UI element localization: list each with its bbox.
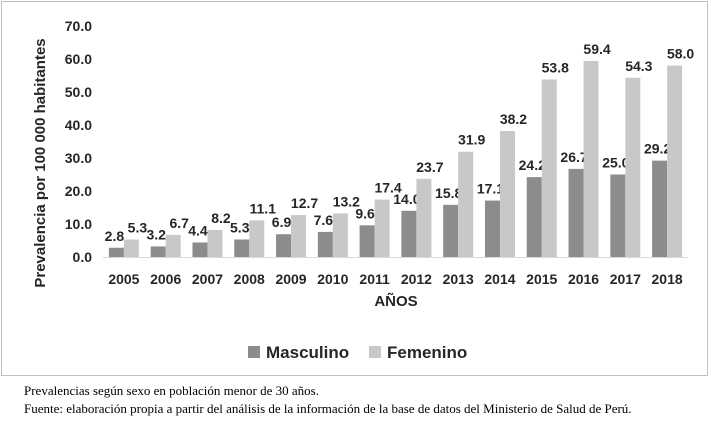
y-tick-label: 20.0 (65, 183, 92, 199)
data-label-femenino-2013: 31.9 (458, 132, 485, 148)
bar-masculino-2012 (401, 210, 417, 257)
y-tick-label: 0.0 (73, 249, 93, 265)
bar-masculino-2005 (108, 247, 124, 257)
x-axis-ticks: 2005 2006 2007 2008 2009 2010 2011 2012 2013 2014… (108, 271, 683, 287)
y-tick-label: 10.0 (65, 216, 92, 232)
data-label-masculino-2011: 9.6 (355, 205, 375, 221)
x-tick-label: 2016 (568, 271, 599, 287)
chart-notes: Prevalencias según sexo en población men… (24, 382, 704, 418)
data-label-masculino-2008: 5.3 (230, 220, 250, 236)
x-tick-label: 2006 (150, 271, 181, 287)
bar-femenino-2016 (583, 60, 599, 258)
x-tick-label: 2017 (610, 271, 641, 287)
x-tick-label: 2007 (192, 271, 223, 287)
bar-femenino-2006 (165, 234, 181, 257)
bar-femenino-2015 (541, 79, 557, 258)
data-label-masculino-2014: 17.1 (477, 181, 504, 197)
x-tick-label: 2015 (526, 271, 557, 287)
data-label-femenino-2009: 12.7 (291, 195, 318, 211)
bar-femenino-2009 (291, 215, 307, 257)
y-tick-label: 40.0 (65, 117, 92, 133)
data-label-masculino-2006: 3.2 (146, 226, 166, 242)
legend-label-masculino: Masculino (266, 343, 349, 362)
bar-femenino-2007 (207, 229, 223, 257)
bar-masculino-2006 (150, 246, 166, 257)
bar-masculino-2016 (568, 168, 584, 257)
data-label-masculino-2013: 15.8 (435, 185, 462, 201)
legend-swatch-masculino (248, 346, 260, 358)
bar-femenino-2018 (667, 65, 683, 257)
data-label-femenino-2010: 13.2 (333, 193, 360, 209)
legend: Masculino Femenino (248, 343, 467, 362)
data-label-masculino-2016: 26.7 (560, 149, 587, 165)
data-label-femenino-2014: 38.2 (500, 111, 527, 127)
y-tick-label: 70.0 (65, 18, 92, 34)
x-tick-label: 2011 (359, 271, 390, 287)
data-label-femenino-2005: 5.3 (128, 220, 148, 236)
y-axis-title: Prevalencia por 100 000 habitantes (32, 38, 49, 287)
legend-swatch-femenino (369, 346, 381, 358)
data-label-femenino-2012: 23.7 (416, 159, 443, 175)
x-tick-label: 2012 (401, 271, 432, 287)
x-tick-label: 2009 (275, 271, 306, 287)
note-source: Fuente: elaboración propia a partir del … (24, 401, 632, 416)
bar-femenino-2014 (499, 130, 515, 257)
bar-masculino-2015 (526, 177, 542, 257)
bar-masculino-2007 (192, 242, 208, 257)
data-label-masculino-2017: 25.0 (602, 155, 629, 171)
bars: 2.85.3 3.26.7 4.48.25.311.16.912.77.613.29… (103, 41, 694, 258)
bar-femenino-2005 (123, 239, 139, 257)
y-axis-ticks: 0.0 10.0 20.0 30.0 40.0 50.0 60.0 70.0 (65, 18, 92, 265)
bar-femenino-2013 (458, 151, 474, 257)
x-tick-label: 2005 (108, 271, 139, 287)
bar-chart: Prevalencia por 100 000 habitantes AÑOS … (32, 18, 694, 362)
data-label-femenino-2008: 11.1 (250, 200, 277, 216)
bar-femenino-2017 (625, 77, 641, 257)
data-label-femenino-2007: 8.2 (211, 210, 231, 226)
bar-femenino-2008 (249, 220, 265, 257)
data-label-femenino-2017: 54.3 (625, 58, 652, 74)
data-label-masculino-2009: 6.9 (272, 214, 292, 230)
bar-masculino-2011 (359, 225, 375, 257)
x-tick-label: 2014 (484, 271, 515, 287)
y-tick-label: 60.0 (65, 51, 92, 67)
legend-label-femenino: Femenino (387, 343, 467, 362)
x-tick-label: 2018 (652, 271, 683, 287)
data-label-femenino-2015: 53.8 (542, 59, 569, 75)
data-label-masculino-2015: 24.2 (519, 157, 546, 173)
bar-masculino-2013 (443, 204, 459, 257)
x-tick-label: 2013 (443, 271, 474, 287)
data-label-femenino-2006: 6.7 (169, 215, 189, 231)
x-tick-label: 2008 (234, 271, 265, 287)
bar-femenino-2010 (332, 213, 348, 257)
data-label-femenino-2016: 59.4 (583, 41, 610, 57)
bar-masculino-2009 (276, 234, 292, 257)
x-axis-title: AÑOS (374, 292, 417, 310)
data-label-masculino-2018: 29.2 (644, 141, 671, 157)
bar-femenino-2011 (374, 199, 390, 257)
bar-masculino-2008 (234, 239, 250, 257)
y-tick-label: 30.0 (65, 150, 92, 166)
bar-masculino-2014 (484, 200, 500, 257)
data-label-femenino-2018: 58.0 (667, 46, 694, 62)
bar-masculino-2017 (610, 174, 626, 257)
data-label-femenino-2011: 17.4 (374, 180, 401, 196)
data-label-masculino-2007: 4.4 (188, 222, 208, 238)
data-label-masculino-2010: 7.6 (314, 212, 334, 228)
bar-femenino-2012 (416, 178, 432, 257)
data-label-masculino-2012: 14.0 (393, 191, 420, 207)
bar-masculino-2018 (652, 160, 668, 257)
data-label-masculino-2005: 2.8 (105, 228, 125, 244)
y-tick-label: 50.0 (65, 84, 92, 100)
x-tick-label: 2010 (317, 271, 348, 287)
bar-masculino-2010 (317, 231, 333, 257)
note-caption: Prevalencias según sexo en población men… (24, 383, 319, 398)
